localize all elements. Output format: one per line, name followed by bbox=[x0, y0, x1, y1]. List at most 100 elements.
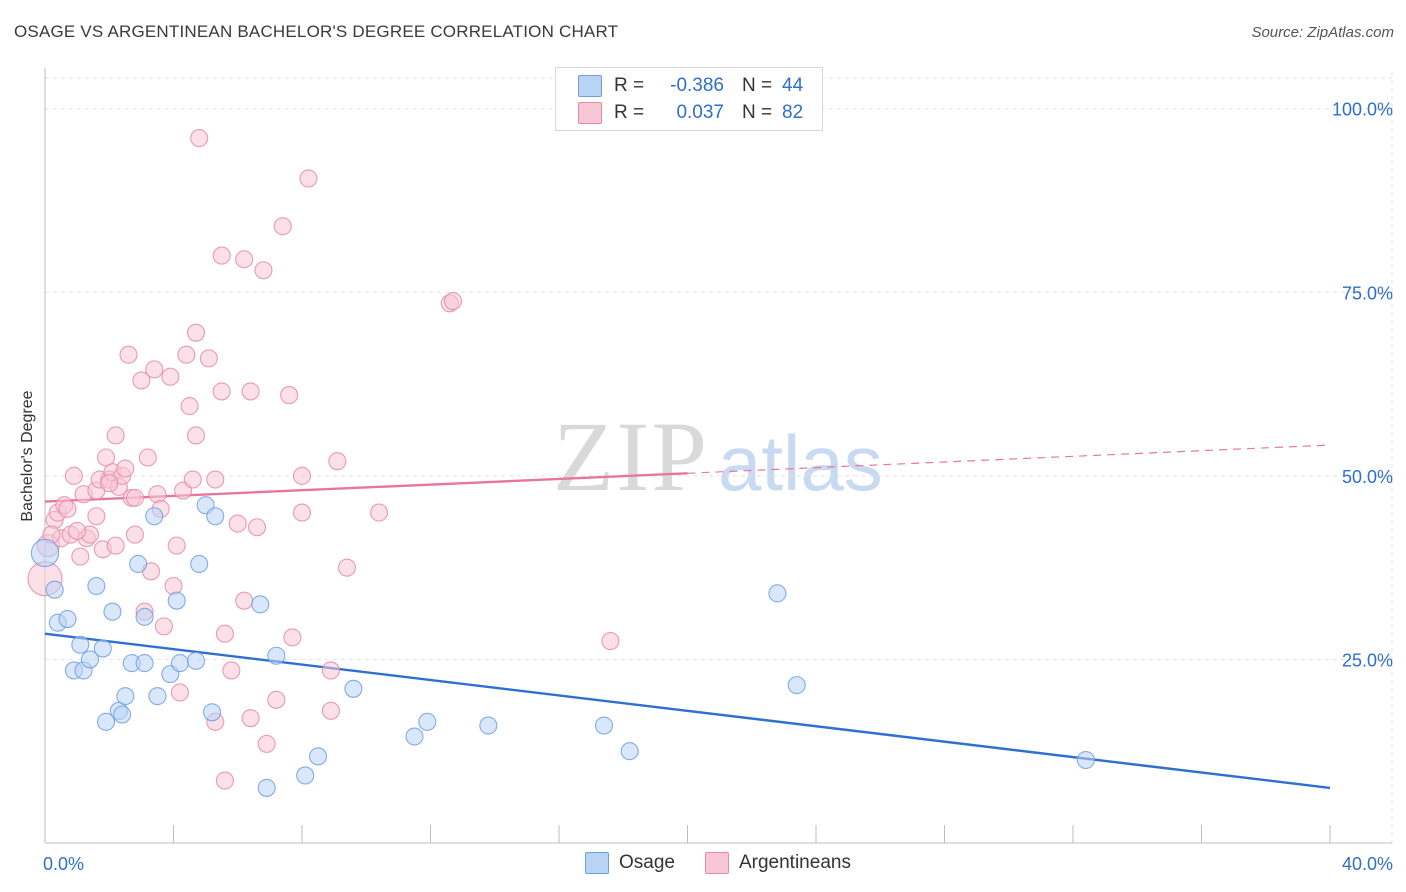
argentinean-point bbox=[212, 382, 231, 401]
argentinean-point bbox=[119, 345, 138, 364]
argentinean-point bbox=[125, 488, 144, 507]
osage-point bbox=[135, 654, 154, 673]
osage-swatch bbox=[585, 852, 609, 874]
argentinean-point bbox=[138, 448, 157, 467]
series-legend: Osage Argentineans bbox=[585, 852, 881, 874]
argentinean-point bbox=[64, 466, 83, 485]
argentinean-point bbox=[186, 426, 206, 445]
osage-point bbox=[148, 687, 167, 706]
argentinean-point bbox=[601, 632, 620, 651]
argentinean-point bbox=[370, 503, 389, 522]
argentinean-point bbox=[235, 250, 254, 269]
argentinean-point bbox=[215, 624, 234, 643]
argentinean-point bbox=[71, 547, 90, 566]
argentinean-point bbox=[443, 292, 463, 311]
osage-point bbox=[267, 646, 286, 665]
osage-point bbox=[309, 747, 328, 766]
y-tick-label: 50.0% bbox=[1342, 467, 1393, 487]
argentinean-point bbox=[132, 371, 151, 390]
y-tick-label: 75.0% bbox=[1342, 283, 1393, 303]
argentinean-point bbox=[280, 386, 299, 405]
osage-point bbox=[768, 584, 787, 603]
axes bbox=[44, 68, 1392, 844]
argentinean-point bbox=[321, 661, 340, 680]
argentineans-swatch bbox=[704, 852, 729, 874]
svg-text:atlas: atlas bbox=[718, 419, 883, 507]
osage-point bbox=[135, 607, 154, 626]
osage-point bbox=[418, 712, 437, 731]
argentinean-point bbox=[273, 217, 292, 236]
argentinean-point bbox=[148, 485, 167, 504]
argentinean-point bbox=[328, 452, 347, 471]
osage-point bbox=[1076, 750, 1095, 770]
ticks: 25.0% 50.0% 75.0% 100.0% 0.0% 40.0% bbox=[43, 100, 1393, 874]
correlation-legend: R = -0.386 N = 44 R = 0.037 N = 82 bbox=[555, 67, 823, 131]
argentinean-point bbox=[106, 536, 125, 555]
osage-point bbox=[594, 716, 614, 735]
n-label: N = bbox=[742, 75, 773, 96]
argentinean-point bbox=[161, 367, 180, 386]
osage-point bbox=[71, 635, 90, 654]
r-value: -0.386 bbox=[670, 75, 724, 96]
argentinean-point bbox=[222, 661, 241, 680]
osage-point bbox=[103, 602, 122, 621]
data-points bbox=[27, 129, 1095, 797]
osage-point bbox=[87, 576, 106, 596]
argentinean-point bbox=[267, 690, 286, 709]
argentinean-point bbox=[100, 474, 119, 493]
argentinean-point bbox=[299, 169, 318, 188]
osage-point bbox=[344, 679, 363, 698]
argentinean-point bbox=[145, 360, 164, 379]
argentinean-point bbox=[87, 507, 106, 526]
osage-point bbox=[80, 650, 100, 669]
grid bbox=[45, 72, 1393, 843]
argentinean-point bbox=[167, 536, 186, 555]
n-value: 82 bbox=[782, 102, 804, 123]
argentinean-point bbox=[337, 558, 357, 577]
legend-row-osage: R = -0.386 N = 44 bbox=[578, 73, 812, 99]
legend-item-argentineans[interactable]: Argentineans bbox=[704, 852, 851, 874]
osage-point bbox=[787, 676, 806, 695]
r-label: R = bbox=[614, 75, 645, 96]
argentineans-swatch bbox=[578, 102, 602, 124]
n-label: N = bbox=[742, 102, 773, 123]
chart-title: OSAGE VS ARGENTINEAN BACHELOR'S DEGREE C… bbox=[14, 22, 619, 41]
argentinean-point bbox=[68, 521, 87, 540]
argentinean-point bbox=[292, 503, 312, 522]
osage-point bbox=[167, 591, 186, 610]
argentinean-point bbox=[106, 426, 125, 445]
osage-point bbox=[58, 609, 77, 629]
osage-point bbox=[113, 705, 132, 724]
legend-item-osage[interactable]: Osage bbox=[585, 852, 675, 874]
osage-point bbox=[45, 580, 64, 599]
argentinean-point bbox=[125, 525, 144, 544]
y-tick-label: 100.0% bbox=[1332, 100, 1393, 120]
osage-point bbox=[186, 651, 206, 670]
legend-row-argentineans: R = 0.037 N = 82 bbox=[578, 100, 812, 126]
argentinean-point bbox=[247, 518, 267, 537]
argentinean-point bbox=[190, 129, 209, 148]
argentinean-point bbox=[215, 771, 234, 790]
r-label: R = bbox=[614, 102, 645, 123]
osage-point bbox=[203, 703, 222, 722]
argentinean-point bbox=[235, 591, 254, 610]
x-tick-label: 40.0% bbox=[1342, 854, 1393, 874]
osage-point bbox=[30, 538, 60, 568]
argentinean-point bbox=[254, 261, 273, 280]
x-tick-label: 0.0% bbox=[43, 854, 84, 874]
osage-swatch bbox=[578, 75, 602, 97]
watermark: ZIP atlas bbox=[553, 401, 883, 512]
argentinean-point bbox=[164, 576, 183, 596]
argentinean-point bbox=[241, 709, 260, 728]
svg-text:ZIP: ZIP bbox=[553, 401, 709, 512]
argentinean-point bbox=[186, 323, 206, 342]
osage-point bbox=[145, 507, 164, 526]
argentinean-point bbox=[116, 459, 135, 478]
argentinean-point bbox=[212, 246, 231, 265]
n-value: 44 bbox=[782, 75, 804, 96]
osage-point bbox=[296, 766, 315, 785]
legend-label: Osage bbox=[619, 852, 675, 873]
osage-point bbox=[116, 687, 135, 706]
osage-point bbox=[170, 654, 189, 673]
